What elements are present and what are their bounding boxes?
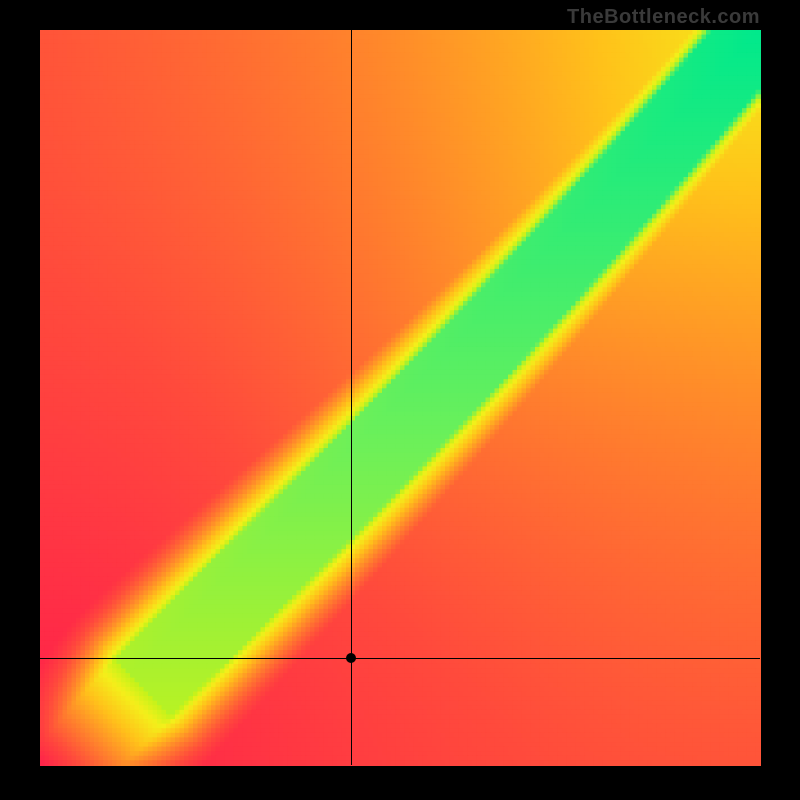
- chart-container: TheBottleneck.com: [0, 0, 800, 800]
- crosshair-horizontal: [40, 658, 760, 659]
- watermark-text: TheBottleneck.com: [567, 6, 760, 29]
- bottleneck-heatmap: [0, 0, 800, 800]
